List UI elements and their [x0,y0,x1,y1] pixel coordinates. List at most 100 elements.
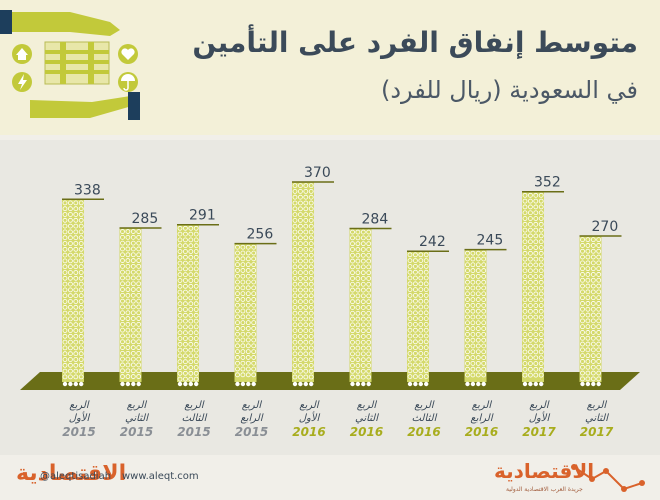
bar-0 [62,199,84,382]
website: www.aleqt.com [122,471,199,482]
value-label-7: 245 [477,233,504,249]
year-label-0: 2015 [62,425,95,439]
base-dot-0-0 [62,381,68,387]
base-dot-2-3 [194,381,199,387]
base-dot-2-0 [177,381,183,387]
base-dot-6-1 [413,381,418,387]
logo-tagline: جريدة العرب الاقتصادية الدولية [506,486,583,493]
base-dot-3-1 [240,381,246,387]
category-label-7-line2: الرابع [470,413,493,424]
value-label-4: 370 [304,165,331,181]
logo-right: الاقتصادية [494,459,595,483]
category-label-6-line1: الربع [414,400,435,411]
bar-8 [522,191,544,382]
year-label-2: 2015 [177,425,210,439]
baseline-band [20,372,640,390]
base-dot-9-2 [591,381,596,387]
base-dot-5-2 [361,381,366,387]
bar-dots-0 [62,200,84,380]
value-label-0: 338 [74,182,101,198]
bar-dots-1 [120,229,142,379]
base-dot-9-0 [580,381,585,387]
base-dot-6-2 [418,381,423,387]
category-label-6-line2: الثالث [412,413,438,424]
bar-dots-3 [235,244,257,378]
footer: الاقتصادية @aleqtisadiah www.aleqt.com ا… [0,455,660,500]
base-dot-2-2 [188,381,193,387]
category-label-0-line1: الربع [69,400,90,411]
bar-3 [234,243,257,382]
bar-1 [119,227,142,382]
cuff-right-bottom-icon [128,92,140,120]
heart-icon [118,44,138,64]
bottom-hand-icon [30,96,140,118]
base-dot-0-2 [73,381,79,387]
cuff-left-top-icon [0,10,12,34]
base-dot-8-0 [522,381,528,387]
umbrella-icon [118,72,138,92]
chart-subtitle: في السعودية (ريال للفرد) [380,76,638,104]
bar-dots-4 [292,183,314,380]
category-label-9-line2: الثاني [585,413,609,424]
logo-left: الاقتصادية [16,461,127,486]
base-dot-3-3 [251,381,256,387]
base-dot-4-0 [292,381,298,387]
base-dot-7-2 [476,381,481,387]
chart-title: متوسط إنفاق الفرد على التأمين [192,26,638,59]
year-label-3: 2015 [235,425,268,439]
top-hand-icon [10,12,120,36]
category-label-9-line1: الربع [587,400,608,411]
base-dot-8-1 [528,381,533,387]
bar-chart: 338الربعالأول2015285الربعالثاني2015291ال… [0,140,660,470]
category-label-1-line1: الربع [127,400,148,411]
bar-dots-7 [465,250,487,378]
base-dot-4-2 [303,381,308,387]
bar-9 [579,236,602,382]
bar-dots-6 [407,252,429,379]
base-dot-6-0 [407,381,413,387]
year-label-7: 2016 [465,425,498,439]
category-label-2-line1: الربع [184,400,205,411]
category-label-2-line2: الثالث [182,413,208,424]
base-dot-9-1 [585,381,591,387]
base-dot-8-2 [533,381,538,387]
money-stack-icon [44,41,110,85]
category-label-3-line2: الرابع [240,413,263,424]
base-dot-0-1 [68,381,73,387]
category-label-1-line2: الثاني [125,413,149,424]
base-dot-4-1 [298,381,303,387]
chart-background [0,140,660,470]
base-dot-5-0 [350,381,355,387]
base-dot-5-1 [355,381,361,387]
value-label-8: 352 [534,175,561,191]
insurance-illustration [0,10,140,120]
bar-6 [407,251,429,382]
bar-dots-9 [580,237,602,382]
category-label-7-line1: الربع [472,400,493,411]
base-dot-7-1 [470,381,476,387]
year-label-9: 2017 [580,425,614,439]
base-dot-7-3 [481,381,486,387]
value-label-2: 291 [189,208,216,224]
base-dot-1-2 [131,381,136,387]
trend-line-icon [571,464,645,492]
base-dot-7-0 [465,381,470,387]
base-dot-2-1 [183,381,188,387]
value-label-1: 285 [132,211,159,227]
bar-4 [292,182,314,382]
bar-dots-8 [522,192,544,378]
base-dot-1-3 [136,381,141,387]
year-label-6: 2016 [407,425,440,439]
twitter-handle: @aleqtisadiah [40,471,112,482]
base-dot-6-3 [424,381,429,387]
base-dot-3-2 [246,381,251,387]
year-label-5: 2016 [350,425,383,439]
lightning-icon [12,72,32,92]
category-label-5-line2: الثاني [355,413,379,424]
base-dot-0-3 [79,381,84,387]
year-label-4: 2016 [292,425,325,439]
category-label-5-line1: الربع [357,400,378,411]
bar-5 [349,228,372,382]
base-dot-1-0 [120,381,125,387]
base-dot-3-0 [235,381,240,387]
